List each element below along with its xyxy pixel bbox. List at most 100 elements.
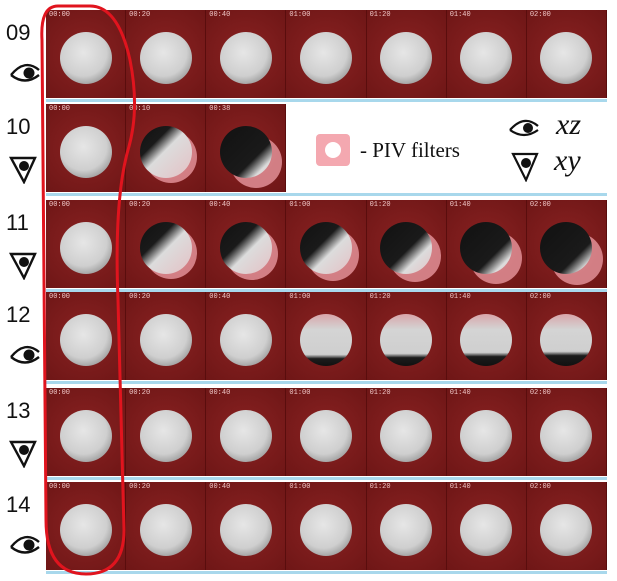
droplet bbox=[219, 32, 272, 84]
timestamp: 01:40 bbox=[449, 389, 471, 397]
droplet bbox=[299, 222, 352, 274]
timestamp: 01:00 bbox=[289, 293, 311, 301]
frame-12-4: 01:20 bbox=[366, 292, 447, 380]
droplet bbox=[139, 32, 192, 84]
timestamp: 00:38 bbox=[209, 105, 231, 113]
timestamp: 00:20 bbox=[129, 201, 151, 209]
eye-xz-icon bbox=[10, 63, 40, 82]
row-separator bbox=[46, 193, 607, 196]
droplet bbox=[540, 410, 593, 462]
timestamp: 00:00 bbox=[49, 105, 71, 113]
timestamp: 01:20 bbox=[369, 389, 391, 397]
timestamp: 01:20 bbox=[369, 11, 391, 19]
row-view-icon bbox=[8, 250, 42, 281]
frame-13-6: 02:00 bbox=[526, 388, 607, 476]
timestamp: 00:00 bbox=[49, 389, 71, 397]
droplet bbox=[380, 32, 433, 84]
droplet bbox=[59, 222, 112, 274]
frame-13-4: 01:20 bbox=[366, 388, 447, 476]
frame-14-4: 01:20 bbox=[366, 482, 447, 570]
timestamp: 00:20 bbox=[129, 11, 151, 19]
frame-11-4: 01:20 bbox=[366, 200, 447, 288]
row-view-icon bbox=[8, 154, 42, 185]
droplet bbox=[219, 314, 272, 366]
row-view-icon bbox=[8, 438, 42, 469]
droplet bbox=[540, 314, 593, 366]
timestamp: 00:00 bbox=[49, 483, 71, 491]
droplet bbox=[380, 410, 433, 462]
frame-13-2: 00:40 bbox=[206, 388, 287, 476]
row-view-icon bbox=[8, 532, 42, 558]
droplet bbox=[139, 222, 192, 274]
timestamp: 00:40 bbox=[209, 201, 231, 209]
droplet bbox=[299, 410, 352, 462]
timestamp: 01:00 bbox=[289, 389, 311, 397]
eye-xy-icon bbox=[8, 156, 37, 185]
frame-14-0: 00:00 bbox=[46, 482, 127, 570]
droplet bbox=[59, 126, 112, 178]
frame-10-2: 00:38 bbox=[206, 104, 287, 192]
frame-10-1: 00:10 bbox=[126, 104, 207, 192]
droplet bbox=[380, 504, 433, 556]
droplet bbox=[59, 410, 112, 462]
droplet bbox=[219, 126, 272, 178]
timestamp: 00:40 bbox=[209, 389, 231, 397]
timestamp: 00:20 bbox=[129, 483, 151, 491]
droplet bbox=[460, 504, 513, 556]
row-separator bbox=[46, 289, 607, 292]
timestamp: 02:00 bbox=[529, 293, 551, 301]
eye-xz-icon bbox=[10, 535, 40, 554]
timestamp: 00:20 bbox=[129, 389, 151, 397]
droplet bbox=[460, 410, 513, 462]
droplet bbox=[139, 504, 192, 556]
timestamp: 01:00 bbox=[289, 483, 311, 491]
frame-09-5: 01:40 bbox=[446, 10, 527, 98]
eye-xy-icon bbox=[511, 152, 539, 182]
timestamp: 00:00 bbox=[49, 11, 71, 19]
frame-14-3: 01:00 bbox=[286, 482, 367, 570]
timestamp: 01:20 bbox=[369, 483, 391, 491]
xz-label: xz bbox=[556, 108, 581, 141]
frame-11-5: 01:40 bbox=[446, 200, 527, 288]
droplet bbox=[59, 504, 112, 556]
droplet bbox=[460, 314, 513, 366]
droplet bbox=[219, 222, 272, 274]
row-label-09: 09 bbox=[6, 20, 31, 45]
timestamp: 00:00 bbox=[49, 293, 71, 301]
droplet bbox=[219, 504, 272, 556]
frame-12-1: 00:20 bbox=[126, 292, 207, 380]
filter-legend-text: - PIV filters bbox=[360, 138, 460, 162]
droplet bbox=[460, 222, 513, 274]
frame-09-6: 02:00 bbox=[526, 10, 607, 98]
frame-14-2: 00:40 bbox=[206, 482, 287, 570]
droplet bbox=[139, 410, 192, 462]
frame-14-5: 01:40 bbox=[446, 482, 527, 570]
frame-12-0: 00:00 bbox=[46, 292, 127, 380]
frame-13-1: 00:20 bbox=[126, 388, 207, 476]
droplet bbox=[380, 314, 433, 366]
droplet bbox=[540, 222, 593, 274]
frame-11-2: 00:40 bbox=[206, 200, 287, 288]
frame-12-3: 01:00 bbox=[286, 292, 367, 380]
row-label-14: 14 bbox=[6, 492, 31, 517]
timestamp: 01:00 bbox=[289, 11, 311, 19]
timestamp: 00:40 bbox=[209, 293, 231, 301]
timestamp: 01:40 bbox=[449, 483, 471, 491]
frame-14-6: 02:00 bbox=[526, 482, 607, 570]
filter-swatch bbox=[316, 134, 350, 166]
frame-09-4: 01:20 bbox=[366, 10, 447, 98]
frame-11-6: 02:00 bbox=[526, 200, 607, 288]
droplet bbox=[540, 32, 593, 84]
frame-12-5: 01:40 bbox=[446, 292, 527, 380]
timestamp: 00:40 bbox=[209, 483, 231, 491]
frame-14-1: 00:20 bbox=[126, 482, 207, 570]
frame-13-3: 01:00 bbox=[286, 388, 367, 476]
row-view-icon bbox=[8, 60, 42, 86]
frame-09-3: 01:00 bbox=[286, 10, 367, 98]
eye-xy-icon bbox=[8, 252, 37, 281]
row-label-10: 10 bbox=[6, 114, 31, 139]
droplet bbox=[380, 222, 433, 274]
timestamp: 00:10 bbox=[129, 105, 151, 113]
frame-10-0: 00:00 bbox=[46, 104, 127, 192]
droplet bbox=[299, 32, 352, 84]
